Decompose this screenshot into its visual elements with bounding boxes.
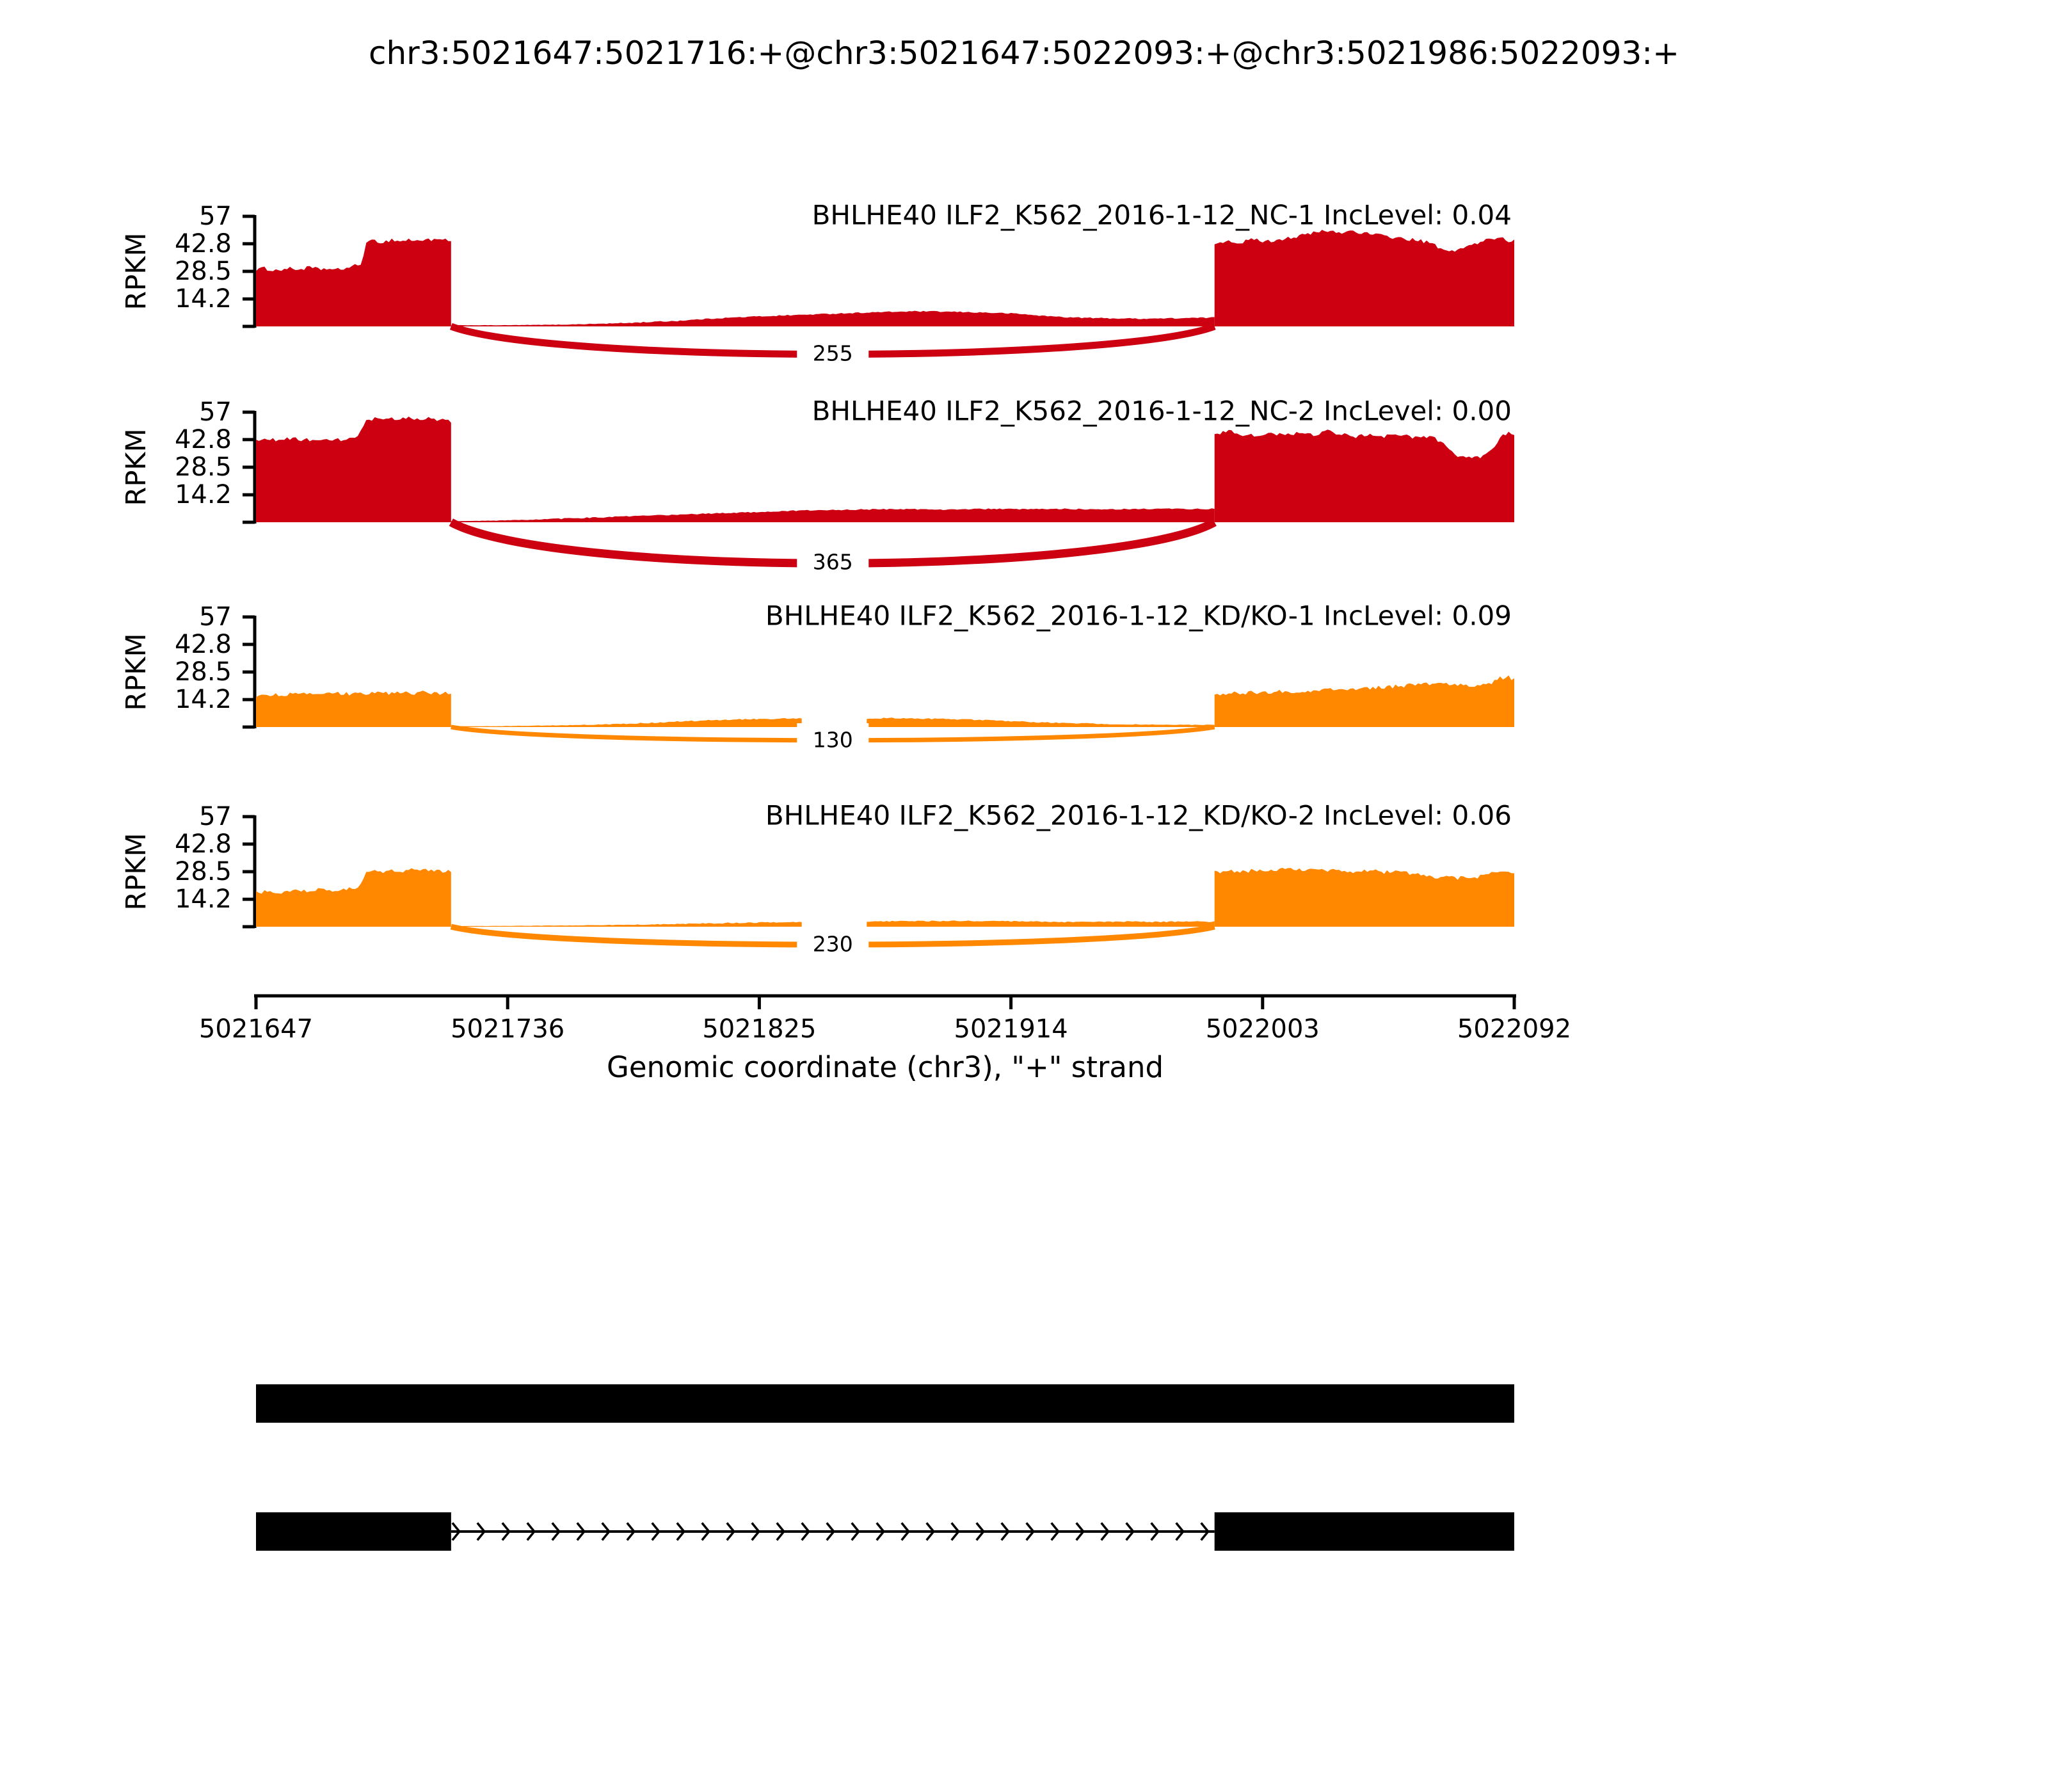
junction-count-label: 365 [813,550,853,575]
strand-arrow-icon [876,1522,886,1541]
x-axis-tick-label: 5021647 [199,1014,313,1044]
x-axis-tick-label: 5022003 [1206,1014,1320,1044]
y-axis-tick-label: 57 [199,202,232,231]
junction-count-bbox [797,545,869,579]
strand-arrow-icon [601,1522,611,1541]
y-axis-tick-label: 28.5 [175,857,232,886]
track-panel-0: 14.228.542.857 RPKM 255 BHLHE40 ILF2_K562_2… [120,200,1514,370]
x-axis-label: Genomic coordinate (chr3), "+" strand [607,1050,1164,1084]
strand-arrow-icon [551,1522,561,1541]
y-axis-tick-label: 57 [199,802,232,831]
y-axis-tick-label: 42.8 [175,229,232,259]
strand-arrow-icon [1075,1522,1085,1541]
strand-arrow-icon [1125,1522,1135,1541]
coverage-area-right [1214,868,1514,927]
strand-arrow-icon [975,1522,985,1541]
coverage-area-left [256,416,451,522]
coverage-gap-mask [801,914,867,927]
y-axis-tick-label: 42.8 [175,829,232,859]
strand-arrow-icon [900,1522,911,1541]
junction-count-label: 255 [813,341,853,366]
junction-count-bbox [797,723,869,756]
y-axis-tick-label: 14.2 [175,480,232,509]
x-axis-tick-label: 5022092 [1457,1014,1571,1044]
track-panel-2: 14.228.542.857 RPKM 130 BHLHE40 ILF2_K562_2… [120,600,1514,756]
y-axis-tick-label: 28.5 [175,257,232,286]
strand-arrow-icon [1200,1522,1210,1541]
coverage-area-intron [451,508,1215,522]
transcript-row-1 [256,1512,1514,1551]
strand-arrow-icon [701,1522,711,1541]
y-axis-tick-label: 57 [199,397,232,427]
y-axis-tick-label: 14.2 [175,685,232,714]
track-panel-1: 14.228.542.857 RPKM 365 BHLHE40 ILF2_K562_2… [120,396,1514,579]
transcript-exon [1214,1512,1514,1551]
coverage-area-right [1214,675,1514,727]
y-axis-tick-label: 28.5 [175,452,232,482]
strand-arrow-icon [776,1522,786,1541]
strand-arrow-icon [476,1522,486,1541]
coverage-area-left [256,691,451,727]
gene-model [256,1384,1514,1551]
x-axis-tick-label: 5021736 [451,1014,564,1044]
coverage-area-right [1214,429,1514,522]
strand-arrow-icon [801,1522,811,1541]
strand-arrow-icon [626,1522,636,1541]
strand-arrow-icon [751,1522,761,1541]
strand-arrow-icon [1175,1522,1185,1541]
strand-arrow-icon [826,1522,836,1541]
transcript-exon [256,1512,451,1551]
y-axis-tick-label: 14.2 [175,284,232,314]
junction-count-label: 130 [813,728,853,753]
y-axis-tick-label: 42.8 [175,425,232,454]
strand-arrow-icon [1150,1522,1160,1541]
track-panel-3: 14.228.542.857 RPKM 230 BHLHE40 ILF2_K562_2… [120,800,1514,961]
x-axis: 5021647 5021736 5021825 5021914 5022003 50220… [199,994,1571,1044]
junction-count-label: 230 [813,932,853,957]
strand-arrow-icon [726,1522,736,1541]
strand-arrow-icon [950,1522,961,1541]
plot-title: chr3:5021647:5021716:+@chr3:5021647:5022… [369,35,1679,72]
strand-arrow-icon [1050,1522,1060,1541]
transcript-exon [256,1384,1514,1423]
strand-arrow-icon [501,1522,511,1541]
strand-arrow-icon [1025,1522,1035,1541]
coverage-area-right [1214,230,1514,326]
y-axis-title: RPKM [120,428,152,506]
y-axis-title: RPKM [120,833,152,910]
coverage-area-left [256,238,451,326]
track-title: BHLHE40 ILF2_K562_2016-1-12_KD/KO-1 IncL… [765,600,1512,632]
transcript-row-0 [256,1384,1514,1423]
y-axis-tick-label: 57 [199,602,232,632]
strand-arrow-icon [651,1522,661,1541]
strand-arrow-icon [676,1522,686,1541]
strand-arrow-icon [526,1522,536,1541]
strand-arrow-icon [851,1522,861,1541]
y-axis-tick-label: 42.8 [175,630,232,659]
strand-arrow-icon [1000,1522,1010,1541]
track-title: BHLHE40 ILF2_K562_2016-1-12_KD/KO-2 IncL… [765,800,1512,831]
junction-count-bbox [797,337,869,370]
y-axis-title: RPKM [120,633,152,710]
strand-arrow-icon [925,1522,936,1541]
strand-arrow-icon [1100,1522,1110,1541]
coverage-area-left [256,868,451,927]
y-axis-title: RPKM [120,232,152,310]
strand-arrow-icon [451,1522,461,1541]
y-axis-tick-label: 14.2 [175,884,232,914]
x-axis-tick-label: 5021825 [702,1014,816,1044]
junction-count-bbox [797,927,869,961]
coverage-area-intron [451,310,1215,326]
track-title: BHLHE40 ILF2_K562_2016-1-12_NC-2 IncLeve… [812,396,1512,427]
y-axis-tick-label: 28.5 [175,657,232,687]
track-title: BHLHE40 ILF2_K562_2016-1-12_NC-1 IncLeve… [812,200,1512,231]
strand-arrow-icon [576,1522,586,1541]
x-axis-tick-label: 5021914 [954,1014,1068,1044]
